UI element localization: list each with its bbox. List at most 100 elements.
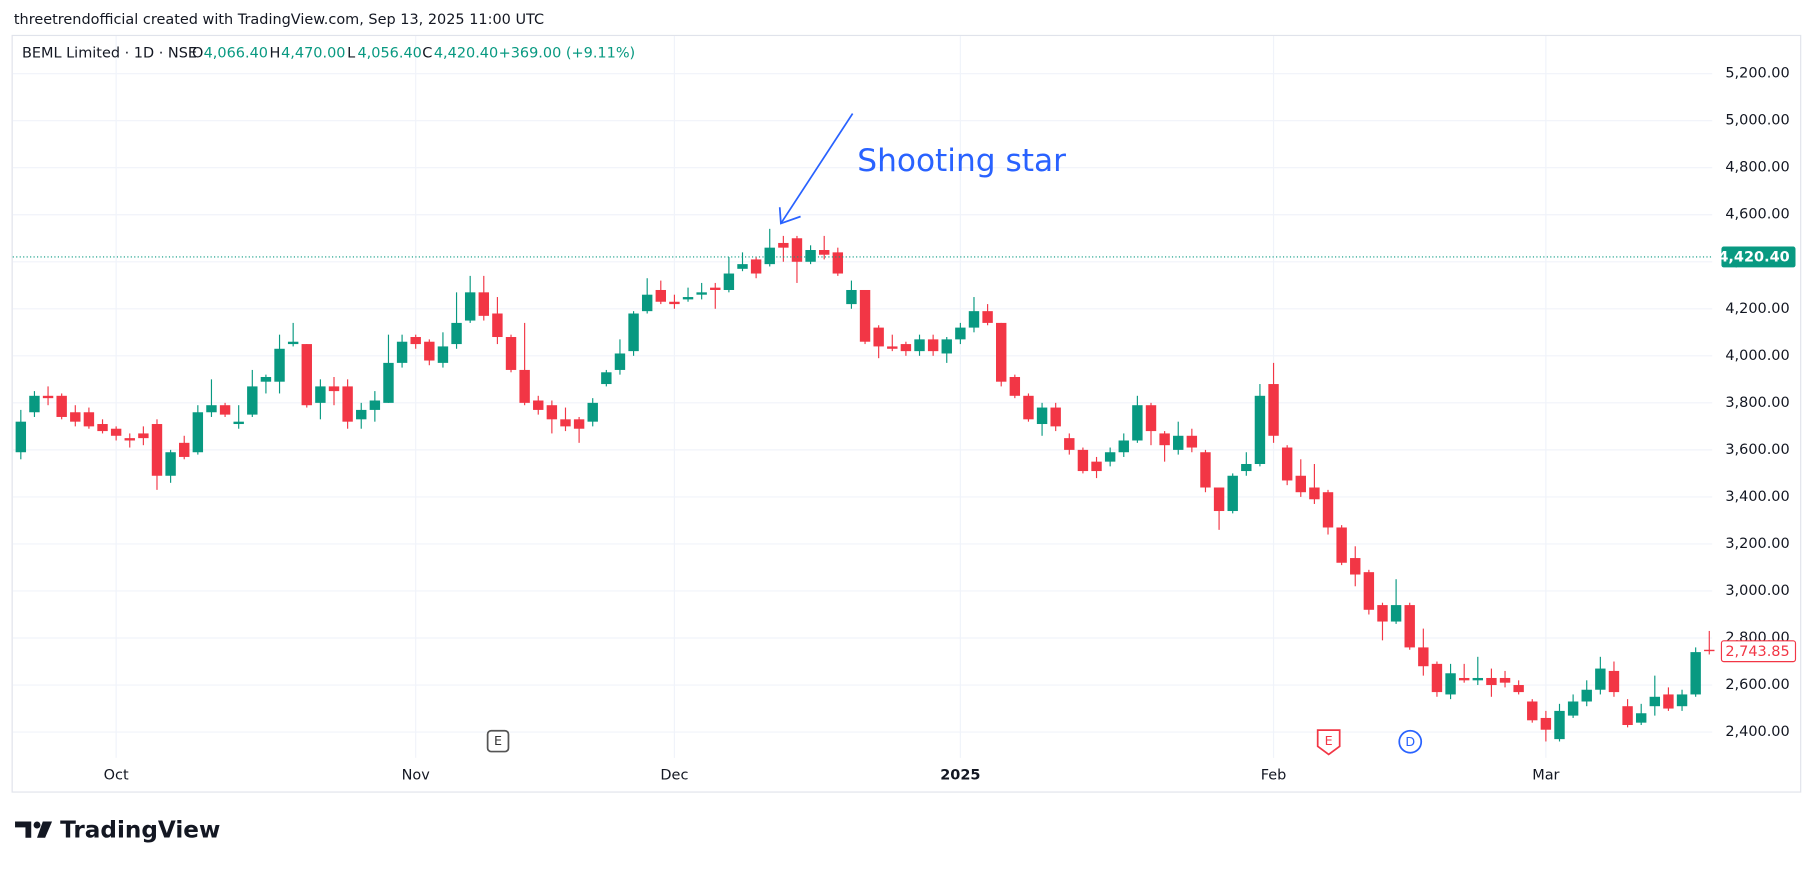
event-d: D [1398,729,1423,754]
y-tick-label: 3,200.00 [1725,536,1789,552]
c-value: 4,420.40 [434,45,498,61]
candle-body [1581,689,1592,702]
candle-body [1336,527,1347,563]
legend: BEML Limited · 1D · NSE O 4,066.40 H 4,4… [22,45,635,61]
logo-mark [33,821,41,829]
l-value: 4,056.40 [357,45,421,61]
candle-body [424,341,435,361]
candle-body [1513,685,1524,693]
candle-body [1418,647,1429,667]
candle-body [573,419,585,429]
candle-body [328,386,340,392]
y-tick-label: 4,000.00 [1725,348,1789,364]
candle-body [519,369,530,403]
candle-body [1458,677,1470,681]
candle-body [710,287,721,290]
annotation-arrow [778,113,854,225]
candle-body [165,452,176,476]
candle-body [1540,717,1552,730]
candle-body [791,238,803,262]
candle-body [274,348,285,382]
candle-body [1241,463,1252,472]
candle-body [1309,487,1320,500]
symbol: BEML Limited · 1D · NSE [22,45,197,61]
y-tick-label: 2,400.00 [1725,724,1789,740]
logo-mark [37,821,53,838]
candle-body [56,395,67,417]
h-value: 4,470.00 [281,45,345,61]
candle-body [15,421,27,453]
candle-body [737,264,748,269]
y-tick-label: 2,600.00 [1725,677,1789,693]
candle-body [1050,407,1061,427]
x-tick-label: Mar [1532,767,1559,783]
candle-body [1036,407,1048,425]
candle-body [859,289,871,342]
candle-body [1077,449,1089,472]
candle-body [1663,694,1674,709]
candle-body [1091,461,1102,472]
candle-body [546,405,558,420]
l-label: L [347,45,355,61]
annotation: Shooting star [857,143,1066,179]
arrow-head [778,207,801,225]
y-tick-label: 5,000.00 [1725,113,1789,129]
candle-body [955,327,966,340]
brand: TradingView [60,817,220,843]
candle-body [1104,452,1116,462]
candle-body [996,322,1007,382]
event-box[interactable] [486,729,510,753]
candle-body [437,346,449,363]
candle-body [641,294,653,312]
x-tick-label: Oct [104,767,129,783]
event-box[interactable] [1398,729,1423,754]
candle-body [287,341,299,345]
candle-body [260,376,272,382]
candle-body [1322,492,1334,528]
candle-body [124,438,135,441]
candle-body [1377,605,1388,622]
candle-body [369,400,381,410]
attribution: threetrendofficial created with TradingV… [14,12,544,28]
candle-body [887,346,898,349]
candle-body [492,313,503,338]
candle-body [873,327,884,347]
candle-body [1608,670,1620,693]
candle-body [1404,605,1415,648]
candle-body [179,442,190,457]
candle-body [410,337,421,345]
candle-body [1499,677,1511,683]
candle-body [669,301,680,305]
x-tick-label: 2025 [940,767,980,783]
event-box[interactable] [1316,729,1341,756]
y-tick-label: 3,600.00 [1725,442,1789,458]
y-tick-label: 4,600.00 [1725,207,1789,223]
candle-body [1350,558,1361,575]
candle-body [764,247,775,265]
candle-body [1227,475,1238,512]
pane-border [11,34,1802,793]
candle-body [151,424,163,476]
candle-body [587,402,598,422]
candle-body [97,424,108,432]
candle-body [778,242,789,248]
y-tick-label: 3,000.00 [1725,583,1789,599]
c-label: C [422,45,432,61]
candle-body [818,250,830,255]
candle-body [315,386,326,403]
candle-body [601,372,612,385]
candle-body [1132,405,1143,441]
candle-body [1676,694,1688,707]
o-label: O [192,45,203,61]
candle-body [805,250,816,262]
candle-body [832,252,844,274]
candle-body [247,386,258,415]
candle-body [927,339,939,352]
candle-body [1254,395,1266,464]
candle-body [1281,447,1293,481]
event-label: E [1325,733,1333,748]
candle-body [1527,701,1538,721]
candle-body [723,273,735,290]
candle-body [42,395,54,399]
